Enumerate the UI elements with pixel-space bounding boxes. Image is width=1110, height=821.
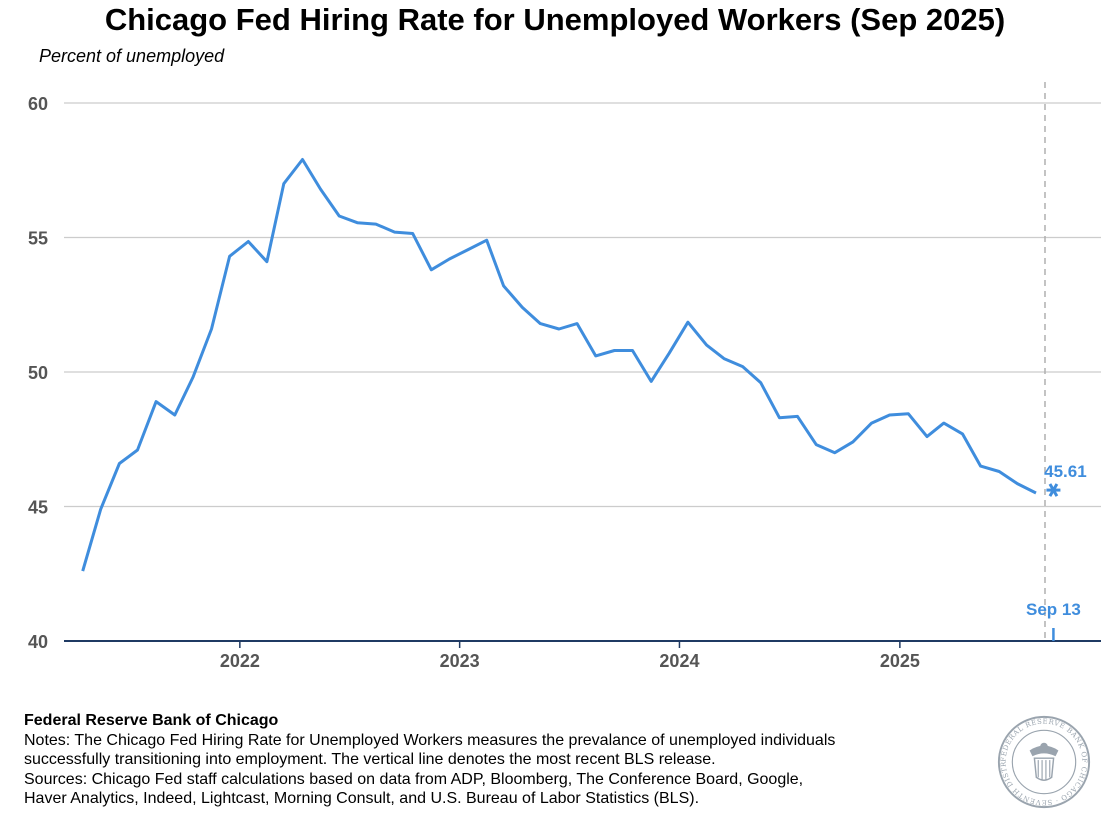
y-tick-label: 50 [28, 363, 48, 383]
release-date-label: Sep 13 [1026, 600, 1081, 619]
notes-text: Notes: The Chicago Fed Hiring Rate for U… [24, 731, 836, 769]
y-tick-label: 60 [28, 94, 48, 114]
chart-title: Chicago Fed Hiring Rate for Unemployed W… [104, 2, 1006, 37]
x-tick-label: 2024 [659, 651, 699, 671]
line-chart: 40 45 50 55 60 2022 2023 2024 2025 45.61 Sep 13 [28, 82, 1101, 671]
chart-subtitle: Percent of unemployed [39, 46, 225, 66]
y-tick-label: 40 [28, 632, 48, 652]
series-line [81, 158, 1037, 572]
source-org: Federal Reserve Bank of Chicago [24, 712, 279, 729]
x-tick-label: 2023 [440, 651, 480, 671]
sources-text: Sources: Chicago Fed staff calculations … [24, 770, 804, 808]
fed-seal-logo: FEDERAL RESERVE BANK OF CHICAGO · SEVENT… [996, 714, 1091, 809]
y-tick-label: 45 [28, 498, 48, 518]
x-tick-label: 2025 [880, 651, 920, 671]
latest-estimate-marker [1046, 483, 1061, 497]
chart-footer: Federal Reserve Bank of Chicago Notes: T… [24, 711, 984, 809]
latest-estimate-label: 45.61 [1044, 462, 1087, 481]
x-tick-label: 2022 [220, 651, 260, 671]
y-tick-label: 55 [28, 229, 48, 249]
